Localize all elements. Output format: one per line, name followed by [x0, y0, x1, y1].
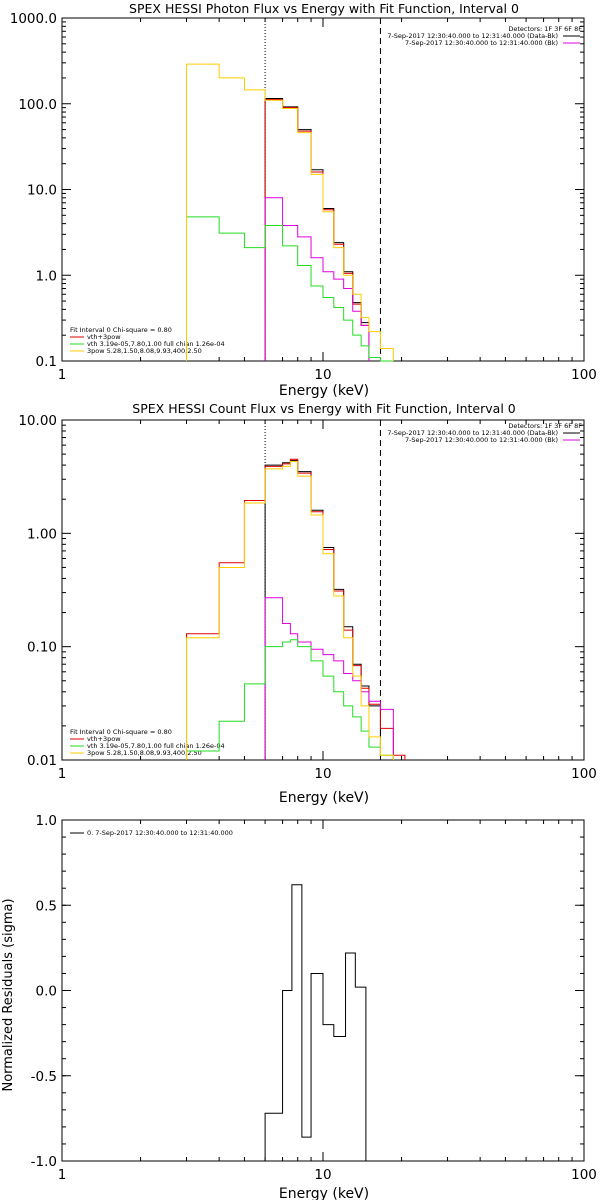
panel2-series-3pow: [186, 461, 394, 760]
panel1-detectors: Detectors: 1F 3F 6F 8F: [508, 25, 582, 33]
panel2-series-data-bk: [264, 459, 381, 760]
panel1-series-3pow: [186, 63, 394, 361]
panel1-x-tick-label: 100: [571, 367, 597, 383]
panel1-y-tick-label: 10.0: [27, 183, 57, 199]
panel1-legend-left-1: vth+3pow: [87, 333, 121, 341]
panel2-x-tick-label: 1: [58, 766, 67, 782]
panel3-y-tick-label: 0.0: [36, 984, 57, 1000]
panel3-ylabel: Normalized Residuals (sigma): [1, 898, 16, 1091]
panel1-title: SPEX HESSI Photon Flux vs Energy with Fi…: [129, 1, 519, 16]
panel1-y-tick-label: 0.1: [36, 354, 57, 370]
panel1-series-vth: [186, 216, 394, 362]
panel3-x-tick-label: 1: [58, 1167, 67, 1183]
panel1-legend-right-0: 7-Sep-2017 12:30:40.000 to 12:31:40.000 …: [387, 32, 558, 40]
panel2-y-tick-label: 0.10: [27, 640, 57, 656]
panel1-legend-left-2: vth 3.19e-05,7.80,1.00 full chian 1.26e-…: [87, 340, 225, 348]
panel1-y-tick-label: 1.0: [36, 268, 57, 284]
panel2-series-bk: [264, 597, 394, 760]
panel2-legend-left-3: 3pow 5.28,1.50,8.08,9.93,400,2.50: [87, 749, 202, 757]
panel1-legend-right-1: 7-Sep-2017 12:30:40.000 to 12:31:40.000 …: [405, 39, 558, 47]
panel1-y-tick-label: 1000.0: [10, 11, 57, 27]
panel1-legend-left-3: 3pow 5.28,1.50,8.08,9.93,400,2.50: [87, 347, 202, 355]
panel1-x-tick-label: 10: [314, 367, 331, 383]
panel2-xlabel: Energy (keV): [279, 790, 369, 806]
panel3-xlabel: Energy (keV): [279, 1186, 369, 1200]
panel3-legend-left-0: 0. 7-Sep-2017 12:30:40.000 to 12:31:40.0…: [87, 829, 233, 837]
panel2-x-tick-label: 100: [571, 766, 597, 782]
panel2-y-tick-label: 0.01: [27, 753, 57, 769]
panel3-x-tick-label: 10: [314, 1167, 331, 1183]
panel2-legend-left-1: vth+3pow: [87, 735, 121, 743]
panel3-x-tick-label: 100: [571, 1167, 597, 1183]
panel1-series-bk: [264, 197, 370, 361]
panel1-x-tick-label: 1: [58, 367, 67, 383]
panel3-y-tick-label: -0.5: [31, 1069, 57, 1085]
panel2-y-tick-label: 1.00: [27, 526, 57, 542]
panel1-series-vth-3pow: [264, 99, 370, 361]
panel1-xlabel: Energy (keV): [279, 383, 369, 399]
panel3-y-tick-label: 1.0: [36, 813, 57, 829]
panel3-series-residuals: [264, 884, 367, 1161]
panel2-y-tick-label: 10.00: [18, 413, 57, 429]
panel3-y-tick-label: -1.0: [31, 1154, 57, 1170]
panel2-legend-left-2: vth 3.19e-05,7.80,1.00 full chian 1.26e-…: [87, 742, 225, 750]
panel2-legend-right-0: 7-Sep-2017 12:30:40.000 to 12:31:40.000 …: [387, 429, 558, 437]
panel1-legend-left-0: Fit Interval 0 Chi-square = 0.80: [70, 326, 172, 334]
panel2-title: SPEX HESSI Count Flux vs Energy with Fit…: [132, 401, 515, 416]
panel2-legend-right-1: 7-Sep-2017 12:30:40.000 to 12:31:40.000 …: [405, 436, 558, 444]
panel2-x-tick-label: 10: [314, 766, 331, 782]
panel3-y-tick-label: 0.5: [36, 898, 57, 914]
panel1-series-data-bk: [264, 98, 370, 361]
panel2-legend-left-0: Fit Interval 0 Chi-square = 0.80: [70, 728, 172, 736]
panel2-series-vth: [186, 639, 394, 760]
panel2-detectors: Detectors: 1F 3F 6F 8F: [508, 422, 582, 430]
panel1-y-tick-label: 100.0: [18, 97, 57, 113]
